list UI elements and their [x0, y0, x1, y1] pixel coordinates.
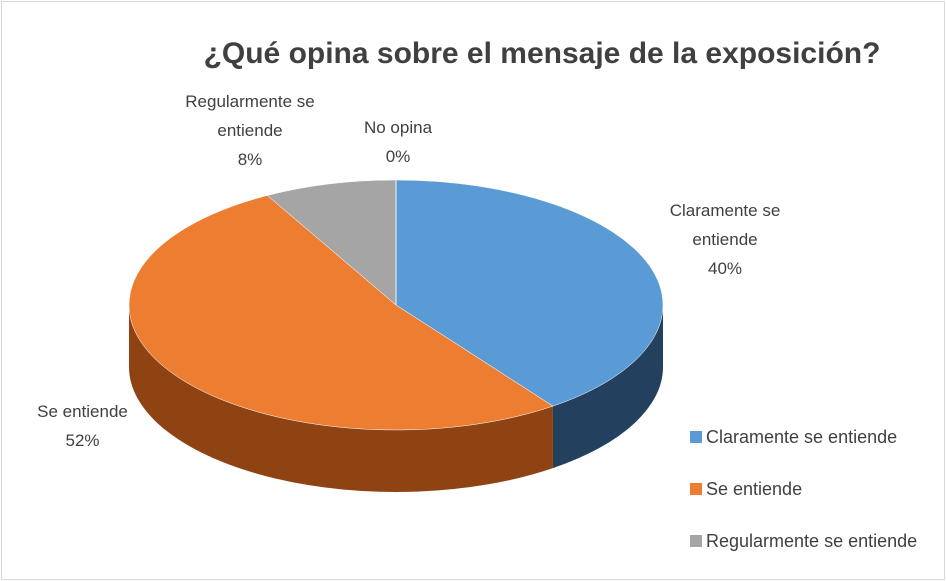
data-label: Se entiende 52%: [10, 397, 155, 455]
data-label: No opina 0%: [330, 113, 466, 171]
data-label-value: 40%: [707, 259, 743, 278]
chart-title: ¿Qué opina sobre el mensaje de la exposi…: [204, 37, 881, 70]
data-label-name: No opina: [363, 118, 433, 137]
legend-label: Regularmente se entiende: [706, 531, 918, 551]
legend-swatch: [690, 535, 702, 547]
data-label: Regularmente se entiende 8%: [155, 87, 345, 174]
data-label-value: 52%: [65, 431, 100, 450]
legend-item: Regularmente se entiende: [690, 528, 930, 554]
data-label-name: Claramente se entiende: [669, 201, 781, 249]
pie-slice: [395, 179, 664, 407]
data-label-name: Se entiende: [37, 402, 128, 421]
data-label-value: 0%: [385, 147, 411, 166]
legend-swatch: [690, 431, 702, 443]
pie-side: [129, 305, 553, 493]
legend-item: Se entiende: [690, 476, 930, 502]
data-label-value: 8%: [237, 150, 263, 169]
legend-swatch: [690, 483, 702, 495]
pie-side: [552, 305, 663, 469]
legend-label: Claramente se entiende: [706, 427, 898, 447]
legend-item: Claramente se entiende: [690, 424, 930, 450]
legend-label: Se entiende: [706, 479, 803, 499]
data-label-name: Regularmente se entiende: [185, 92, 315, 140]
data-label: Claramente se entiende 40%: [650, 196, 800, 283]
pie-slice: [266, 179, 397, 306]
pie-slice: [128, 195, 554, 431]
